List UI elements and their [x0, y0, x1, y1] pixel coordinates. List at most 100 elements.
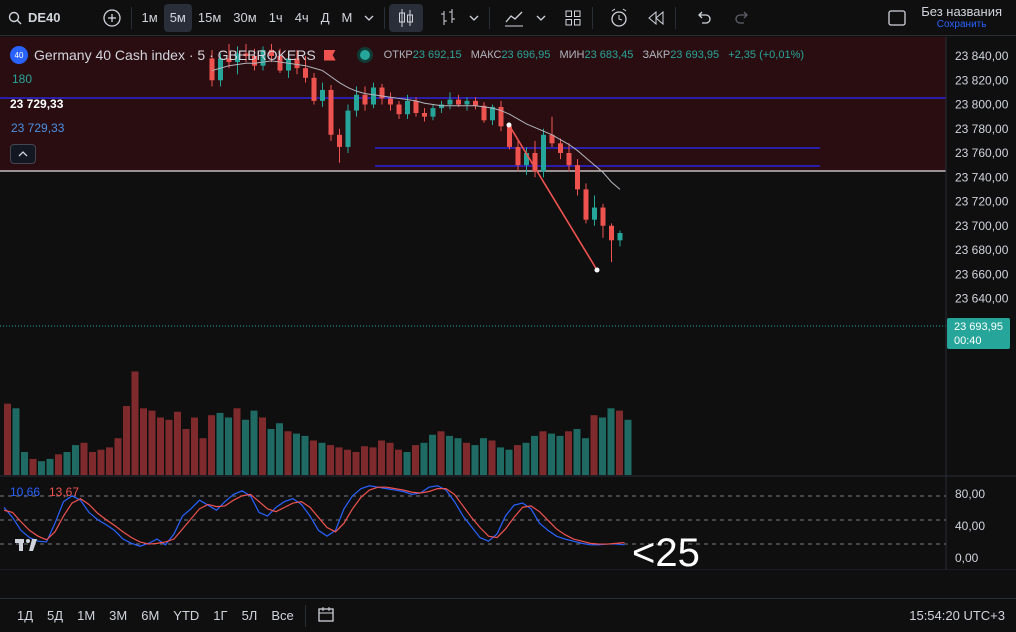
volume-bar — [131, 371, 139, 475]
interval-button[interactable]: 1м — [141, 10, 158, 25]
date-range-button[interactable]: YTD — [173, 608, 200, 623]
candles-chart-type-button[interactable] — [389, 3, 424, 32]
candle — [235, 53, 240, 63]
price-tick-label: 23 800,00 — [955, 98, 1009, 112]
chart-legend[interactable]: 40 Germany 40 Cash index · 5 · GBEBROKER… — [10, 46, 804, 64]
indicators-templates-button[interactable] — [498, 4, 530, 32]
candle — [345, 110, 351, 147]
interval-button[interactable]: Д — [320, 10, 330, 25]
undo-button[interactable] — [688, 4, 718, 32]
clock-timezone[interactable]: 15:54:20 UTC+3 — [909, 608, 1005, 623]
osc-annotation[interactable]: <25 — [632, 531, 700, 570]
date-range-button[interactable]: 5Д — [47, 608, 64, 623]
flag-icon[interactable] — [323, 49, 336, 61]
price-axis[interactable]: 23 840,00 23 820,00 23 800,00 23 780,00 23 7… — [955, 49, 1009, 330]
redo-button[interactable] — [728, 4, 758, 32]
replay-button[interactable] — [641, 4, 671, 32]
volume-bar — [369, 447, 377, 475]
candle — [592, 207, 597, 220]
alert-button[interactable] — [603, 4, 635, 32]
trend-line-handle[interactable] — [594, 267, 600, 273]
interval-button[interactable]: 30м — [233, 10, 257, 25]
interval-button[interactable]: 4ч — [294, 10, 309, 25]
indicator-value-1: 23 729,33 — [10, 97, 64, 111]
volume-bar — [582, 438, 589, 475]
trend-line[interactable] — [508, 124, 598, 271]
volume-bar — [72, 445, 79, 475]
toolbar-divider — [489, 6, 491, 29]
volume-bar — [301, 435, 309, 475]
price-tick-label: 23 740,00 — [955, 170, 1009, 184]
volume-bar — [293, 433, 300, 475]
chart-type-dropdown-button[interactable] — [463, 4, 485, 32]
date-range-button[interactable]: 6М — [141, 608, 160, 623]
volume-bar — [89, 452, 96, 475]
collapse-legend-button[interactable] — [10, 144, 36, 164]
grid-icon — [565, 10, 581, 25]
volume-bar — [565, 431, 572, 475]
date-range-button[interactable]: 1Г — [213, 608, 228, 623]
interval-dropdown-button[interactable] — [358, 4, 380, 32]
interval-button[interactable]: 15м — [197, 10, 222, 25]
volume-bar — [335, 447, 343, 475]
candle — [311, 77, 317, 101]
series-title[interactable]: Germany 40 Cash index · 5 · GBEBROKERS — [34, 47, 316, 63]
volume-bar — [106, 447, 113, 475]
indicator-label[interactable]: 180 — [12, 72, 33, 86]
date-range-button[interactable]: Все — [271, 608, 294, 623]
compare-symbol-button[interactable] — [97, 4, 127, 32]
candle — [422, 112, 427, 117]
layout-menu-button[interactable]: Без названия Сохранить — [881, 4, 1016, 32]
date-range-button[interactable]: 1М — [77, 608, 96, 623]
osc-tick-label: 80,00 — [955, 487, 985, 501]
bottom-toolbar: 1Д 5Д 1М 3М 6М YTD 1Г 5Л Все 15:54:20 UTC+3 — [0, 598, 1016, 632]
date-range-button[interactable]: 5Л — [241, 608, 258, 623]
volume-bar — [318, 442, 326, 475]
volume-bar — [361, 446, 368, 475]
bar-countdown: 00:40 — [954, 335, 982, 347]
candle — [532, 153, 538, 172]
layout-title-block: Без названия Сохранить — [921, 5, 1002, 31]
interval-button[interactable]: 5м — [163, 3, 192, 32]
layout-name: Без названия — [921, 3, 1002, 19]
layout-square-icon — [888, 9, 906, 26]
date-range-button[interactable]: 3М — [109, 608, 128, 623]
volume-bar — [573, 429, 581, 475]
interval-button[interactable]: М — [341, 10, 353, 25]
date-range-button[interactable]: 1Д — [17, 608, 34, 623]
interval-button[interactable]: 1ч — [268, 10, 283, 25]
go-to-date-button[interactable] — [310, 605, 342, 626]
volume-bar — [446, 435, 453, 475]
templates-dropdown-button[interactable] — [530, 4, 552, 32]
candle — [371, 87, 376, 105]
price-tick-label: 23 700,00 — [955, 219, 1009, 233]
chart-canvas[interactable]: 23 840,00 23 820,00 23 800,00 23 780,00 23 7… — [0, 37, 1016, 570]
toolbar-divider — [592, 6, 594, 29]
price-tick-label: 23 660,00 — [955, 267, 1009, 281]
candle — [473, 100, 478, 106]
volume-bar — [522, 442, 530, 475]
volume-bar — [607, 408, 615, 475]
volume-bar — [463, 442, 470, 475]
candle — [447, 99, 453, 105]
volume-bar — [199, 438, 207, 475]
top-toolbar: DE40 1м 5м 15м 30м 1ч 4ч Д М Без наз — [0, 0, 1016, 36]
volume-bar — [437, 431, 445, 475]
volume-bar — [233, 408, 241, 475]
bars-chart-icon — [441, 8, 456, 25]
volume-bars — [4, 371, 632, 475]
indicators-button[interactable] — [433, 4, 463, 32]
plus-circle-icon — [102, 8, 121, 27]
trend-line-handle[interactable] — [506, 122, 512, 128]
tradingview-logo-icon[interactable] — [15, 539, 37, 551]
volume-bar — [412, 445, 419, 475]
redo-icon — [735, 11, 749, 24]
price-tick-label: 23 720,00 — [955, 195, 1009, 209]
open-label: ОТКР — [383, 49, 413, 61]
symbol-search-button[interactable]: DE40 — [0, 4, 67, 32]
candles-icon — [399, 8, 414, 27]
save-status: Сохранить — [936, 18, 987, 30]
candle — [609, 225, 614, 241]
layout-grid-button[interactable] — [558, 4, 588, 32]
toolbar-divider — [304, 604, 306, 627]
